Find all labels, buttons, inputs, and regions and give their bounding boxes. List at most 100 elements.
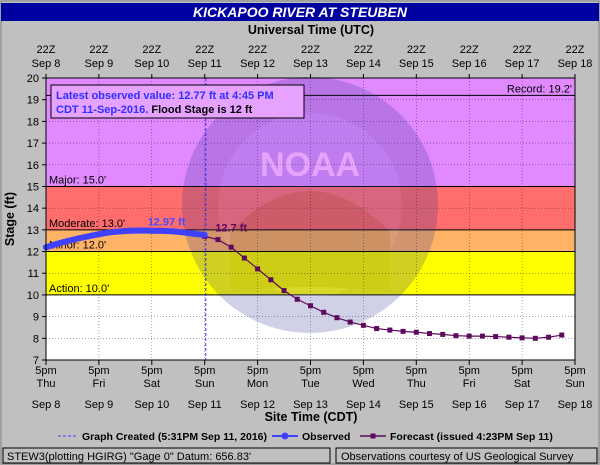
x-tick-utc-time: 22Z: [407, 44, 426, 56]
forecast-point: [308, 303, 313, 309]
y-tick-label: 15: [27, 181, 39, 193]
forecast-point: [546, 334, 552, 340]
y-tick-label: 18: [27, 116, 39, 128]
x-tick-site-date: Sep 8: [32, 399, 61, 411]
record-label: Record: 19.2': [507, 83, 572, 95]
observed-point: [53, 240, 60, 247]
x-tick-site-time: 5pm: [88, 365, 109, 377]
noaa-seal-outer: [182, 77, 438, 333]
forecast-point: [532, 335, 538, 341]
legend-observed-label: Observed: [302, 431, 350, 443]
footer-credit-text: Observations courtesy of US Geological S…: [341, 451, 574, 463]
flood-band-label-0: Action: 10.0': [49, 283, 109, 295]
flood-band-label-3: Major: 15.0': [49, 174, 106, 186]
y-axis-title: Stage (ft): [3, 192, 17, 246]
x-tick-site-date: Sep 15: [399, 399, 434, 411]
value-annotation-0: 12.97 ft: [148, 216, 186, 228]
legend-forecast-marker: [370, 433, 376, 439]
footer-left-box: [2, 447, 331, 464]
flood-band-label-2: Moderate: 13.0': [49, 218, 125, 230]
forecast-point: [413, 329, 419, 335]
x-tick-site-day: Sat: [144, 378, 161, 390]
observed-point: [201, 231, 208, 238]
forecast-point: [453, 333, 459, 339]
observed-line: [43, 227, 208, 251]
y-tick-label: 19: [27, 95, 39, 107]
x-tick-site-date: Sep 17: [505, 399, 540, 411]
forecast-point: [334, 315, 340, 321]
x-tick-utc-date: Sep 14: [346, 58, 381, 70]
forecast-point: [268, 277, 274, 283]
x-tick-utc-date: Sep 11: [188, 58, 222, 70]
x-tick-site-day: Mon: [247, 378, 268, 390]
forecast-point: [493, 334, 499, 340]
y-tick-label: 14: [27, 203, 39, 215]
x-tick-site-time: 5pm: [564, 365, 585, 377]
forecast-point: [519, 335, 525, 341]
observed-point: [106, 229, 113, 236]
x-tick-utc-time: 22Z: [513, 44, 532, 56]
forecast-point: [479, 333, 485, 339]
forecast-point: [400, 328, 406, 334]
latest-value-line1: Latest observed value: 12.77 ft at 4:45 …: [56, 90, 274, 102]
forecast-point: [255, 266, 261, 272]
x-tick-site-day: Fri: [463, 378, 476, 390]
x-tick-utc-time: 22Z: [354, 44, 373, 56]
observed-point: [117, 228, 124, 235]
y-tick-label: 8: [33, 333, 39, 345]
footer: STEW3(plotting HGIRG) "Gage 0" Datum: 65…: [2, 447, 598, 464]
x-axis-title: Site Time (CDT): [265, 410, 358, 424]
forecast-point: [360, 322, 366, 328]
observed-point: [180, 229, 187, 236]
x-tick-utc-date: Sep 16: [452, 58, 487, 70]
x-tick-site-date: Sep 9: [85, 399, 114, 411]
observed-point: [169, 228, 176, 235]
y-tick-label: 12: [27, 247, 39, 259]
observed-point: [95, 231, 102, 238]
x-tick-site-date: Sep 11: [188, 399, 222, 411]
observed-point: [148, 227, 155, 234]
grid-lines: [46, 78, 575, 360]
x-tick-site-day: Tue: [301, 378, 320, 390]
observed-point: [74, 235, 81, 242]
x-tick-utc-time: 22Z: [37, 44, 56, 56]
x-tick-site-time: 5pm: [406, 365, 427, 377]
noaa-seal-inner: [218, 113, 402, 297]
x-tick-site-time: 5pm: [194, 365, 215, 377]
latest-value-box: Latest observed value: 12.77 ft at 4:45 …: [50, 84, 305, 119]
x-tick-utc-time: 22Z: [142, 44, 161, 56]
observed-series: [43, 227, 208, 251]
y-tick-label: 16: [27, 160, 39, 172]
top-axis-title: Universal Time (UTC): [248, 23, 374, 37]
x-axis-utc: 22Z Sep 8 22Z Sep 9 22Z Sep 10 22Z Sep 11 22Z Sep…: [32, 44, 593, 78]
x-tick-site-date: Sep 14: [346, 399, 381, 411]
x-tick-utc-date: Sep 12: [240, 58, 275, 70]
observed-point: [85, 233, 92, 240]
x-tick-site-day: Sat: [514, 378, 531, 390]
x-tick-site-day: Sun: [565, 378, 585, 390]
latest-value-box-frame: [50, 84, 305, 119]
x-tick-utc-date: Sep 18: [558, 58, 593, 70]
y-tick-label: 11: [28, 268, 39, 280]
forecast-point: [215, 237, 221, 243]
forecast-point: [440, 331, 446, 337]
x-tick-site-date: Sep 18: [558, 399, 593, 411]
forecast-point: [387, 327, 393, 333]
x-tick-utc-date: Sep 15: [399, 58, 434, 70]
forecast-point: [347, 319, 353, 325]
value-annotation-1: 12.7 ft: [215, 222, 247, 234]
x-tick-utc-date: Sep 13: [293, 58, 328, 70]
x-tick-utc-time: 22Z: [301, 44, 320, 56]
noaa-watermark: NOAA: [182, 77, 438, 333]
x-tick-site-date: Sep 13: [293, 399, 328, 411]
noaa-seal-bird: [230, 191, 390, 292]
x-tick-site-day: Fri: [92, 378, 105, 390]
x-tick-site-day: Thu: [407, 378, 426, 390]
legend: Graph Created (5:31PM Sep 11, 2016) Obse…: [58, 431, 553, 443]
x-tick-site-time: 5pm: [247, 365, 268, 377]
footer-datum-text: STEW3(plotting HGIRG) "Gage 0" Datum: 65…: [7, 451, 251, 463]
y-axis: 7 8 9 10 11 12 13 14 15 16 17 18 19 20: [27, 73, 46, 367]
legend-graph-created-label: Graph Created (5:31PM Sep 11, 2016): [82, 431, 267, 443]
